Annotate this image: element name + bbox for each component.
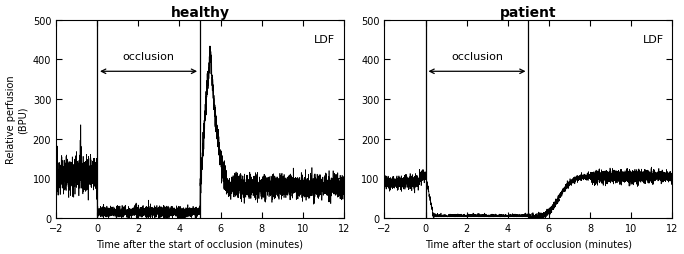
X-axis label: Time after the start of occlusion (minutes): Time after the start of occlusion (minut… [96,239,304,248]
X-axis label: Time after the start of occlusion (minutes): Time after the start of occlusion (minut… [425,239,632,248]
Text: occlusion: occlusion [122,52,174,62]
Y-axis label: Relative perfusion
(BPU): Relative perfusion (BPU) [5,75,27,164]
Text: occlusion: occlusion [451,52,503,62]
Text: LDF: LDF [314,35,335,44]
Title: patient: patient [500,6,557,20]
Title: healthy: healthy [170,6,229,20]
Text: LDF: LDF [642,35,663,44]
